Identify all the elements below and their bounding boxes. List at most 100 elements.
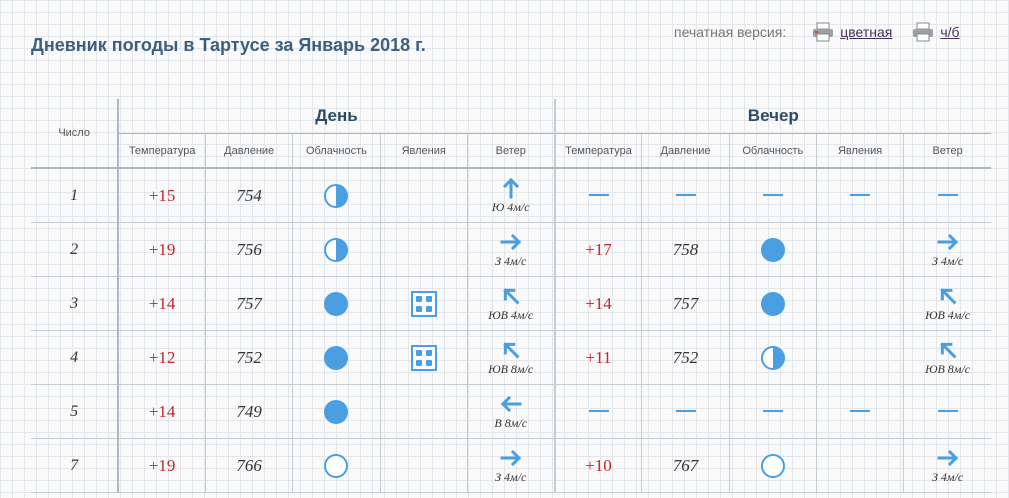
day-temperature-cell: +19 bbox=[117, 222, 206, 277]
evening-cloudiness-cell bbox=[728, 438, 817, 493]
wind-text: З 4м/с bbox=[495, 469, 527, 484]
day-number-cell: 5 bbox=[31, 384, 119, 439]
day-phenomena-cell bbox=[379, 168, 468, 223]
evening-pressure: 767 bbox=[672, 455, 699, 475]
weather-table-body: 1 +15 754 Ю 4м/с 2 +19 756 З 4м/с +17 758 З 4м/с 3 +… bbox=[31, 168, 991, 493]
day-phenomena-cell bbox=[379, 276, 468, 331]
day-temperature-cell: +14 bbox=[117, 276, 206, 331]
wind-indicator: З 4м/с bbox=[932, 231, 963, 269]
print-bw-label[interactable]: ч/б bbox=[940, 24, 960, 40]
wind-text: ЮВ 8м/с bbox=[925, 361, 971, 376]
wind-indicator: ЮВ 4м/с bbox=[488, 285, 533, 323]
header-day-phenomena: Явления bbox=[379, 133, 468, 169]
wind-indicator: З 4м/с bbox=[495, 447, 526, 485]
wind-arrow-icon bbox=[500, 395, 522, 412]
weather-table: Число День Вечер Температура Давление Об… bbox=[31, 99, 991, 493]
header-evening: Вечер bbox=[553, 99, 991, 134]
day-number-cell: 4 bbox=[31, 330, 119, 385]
wind-arrow-icon bbox=[939, 287, 957, 304]
print-color-link[interactable]: цветная bbox=[812, 22, 892, 42]
no-data-dash bbox=[588, 194, 609, 197]
evening-pressure-cell: 758 bbox=[641, 222, 730, 277]
evening-pressure: 752 bbox=[672, 347, 699, 367]
evening-pressure-cell bbox=[641, 168, 730, 223]
header-day-cloudiness: Облачность bbox=[292, 133, 381, 169]
day-wind-cell: З 4м/с bbox=[466, 222, 555, 277]
table-row: 2 +19 756 З 4м/с +17 758 З 4м/с bbox=[31, 222, 991, 277]
wind-arrow-icon bbox=[502, 341, 520, 358]
evening-pressure-cell: 752 bbox=[641, 330, 730, 385]
wind-indicator: З 4м/с bbox=[932, 447, 963, 485]
printer-icon bbox=[813, 22, 834, 42]
evening-pressure: 758 bbox=[672, 239, 699, 259]
print-bw-link[interactable]: ч/б bbox=[912, 22, 960, 42]
day-pressure-cell: 749 bbox=[205, 384, 293, 439]
wind-indicator: ЮВ 8м/с bbox=[488, 339, 533, 377]
day-number: 1 bbox=[70, 186, 79, 204]
wind-text: З 4м/с bbox=[931, 253, 964, 268]
cloudiness-empty-icon bbox=[760, 453, 785, 478]
evening-wind-cell: ЮВ 8м/с bbox=[903, 330, 991, 385]
day-number: 2 bbox=[70, 240, 79, 258]
day-temperature: +15 bbox=[148, 185, 176, 205]
evening-phenomena-cell bbox=[815, 384, 904, 439]
evening-cloudiness-cell bbox=[728, 384, 817, 439]
snow-icon bbox=[410, 290, 437, 317]
cloudiness-empty-icon bbox=[324, 453, 349, 478]
header-day: День bbox=[117, 99, 555, 134]
day-wind-cell: ЮВ 8м/с bbox=[466, 330, 555, 385]
print-bar: печатная версия: цветная ч/б bbox=[674, 22, 999, 42]
evening-wind-cell: З 4м/с bbox=[903, 222, 991, 277]
wind-arrow-icon bbox=[937, 449, 958, 466]
no-data-dash bbox=[588, 410, 609, 413]
header-day-pressure: Давление bbox=[205, 133, 293, 169]
evening-temperature-cell: +11 bbox=[553, 330, 642, 385]
evening-pressure-cell: 767 bbox=[641, 438, 730, 493]
wind-indicator: З 4м/с bbox=[495, 231, 526, 269]
day-pressure-cell: 754 bbox=[205, 168, 293, 223]
day-pressure-cell: 766 bbox=[205, 438, 293, 493]
day-wind-cell: З 4м/с bbox=[466, 438, 555, 493]
cloudiness-full-icon bbox=[324, 291, 349, 316]
snow-icon bbox=[410, 344, 437, 371]
evening-cloudiness-cell bbox=[728, 168, 817, 223]
no-data-dash bbox=[850, 410, 871, 413]
day-temperature-cell: +19 bbox=[117, 438, 206, 493]
evening-pressure-cell: 757 bbox=[641, 276, 730, 331]
day-number-cell: 7 bbox=[31, 438, 119, 493]
evening-temperature-cell: +17 bbox=[553, 222, 642, 277]
day-cloudiness-cell bbox=[292, 330, 381, 385]
header-evening-pressure: Давление bbox=[641, 133, 730, 169]
wind-arrow-icon bbox=[500, 233, 521, 250]
table-row: 7 +19 766 З 4м/с +10 767 З 4м/с bbox=[31, 438, 991, 493]
wind-arrow-icon bbox=[939, 341, 957, 358]
cloudiness-half-icon bbox=[324, 183, 349, 208]
day-number: 5 bbox=[70, 402, 79, 420]
day-number-cell: 1 bbox=[31, 168, 119, 223]
no-data-dash bbox=[675, 410, 696, 413]
evening-wind-cell: ЮВ 4м/с bbox=[903, 276, 991, 331]
no-data-dash bbox=[675, 194, 696, 197]
cloudiness-half-icon bbox=[760, 345, 785, 370]
cloudiness-half-icon bbox=[324, 237, 349, 262]
no-data-dash bbox=[762, 410, 783, 413]
evening-cloudiness-cell bbox=[728, 330, 817, 385]
wind-text: Ю 4м/с bbox=[491, 199, 530, 214]
evening-cloudiness-cell bbox=[728, 276, 817, 331]
no-data-dash bbox=[762, 194, 783, 197]
wind-arrow-icon bbox=[502, 287, 520, 304]
printer-icon bbox=[913, 22, 934, 42]
day-cloudiness-cell bbox=[292, 438, 381, 493]
wind-text: ЮВ 8м/с bbox=[488, 361, 534, 376]
day-pressure-cell: 756 bbox=[205, 222, 293, 277]
day-temperature-cell: +14 bbox=[117, 384, 206, 439]
day-pressure: 749 bbox=[236, 401, 262, 421]
no-data-dash bbox=[937, 410, 958, 413]
day-number: 4 bbox=[70, 348, 79, 366]
evening-temperature: +14 bbox=[585, 293, 612, 313]
evening-wind-cell: З 4м/с bbox=[903, 438, 991, 493]
cloudiness-full-icon bbox=[760, 237, 785, 262]
wind-text: В 8м/с bbox=[494, 415, 528, 430]
print-color-label[interactable]: цветная bbox=[840, 24, 893, 40]
header-evening-wind: Ветер bbox=[903, 133, 991, 169]
